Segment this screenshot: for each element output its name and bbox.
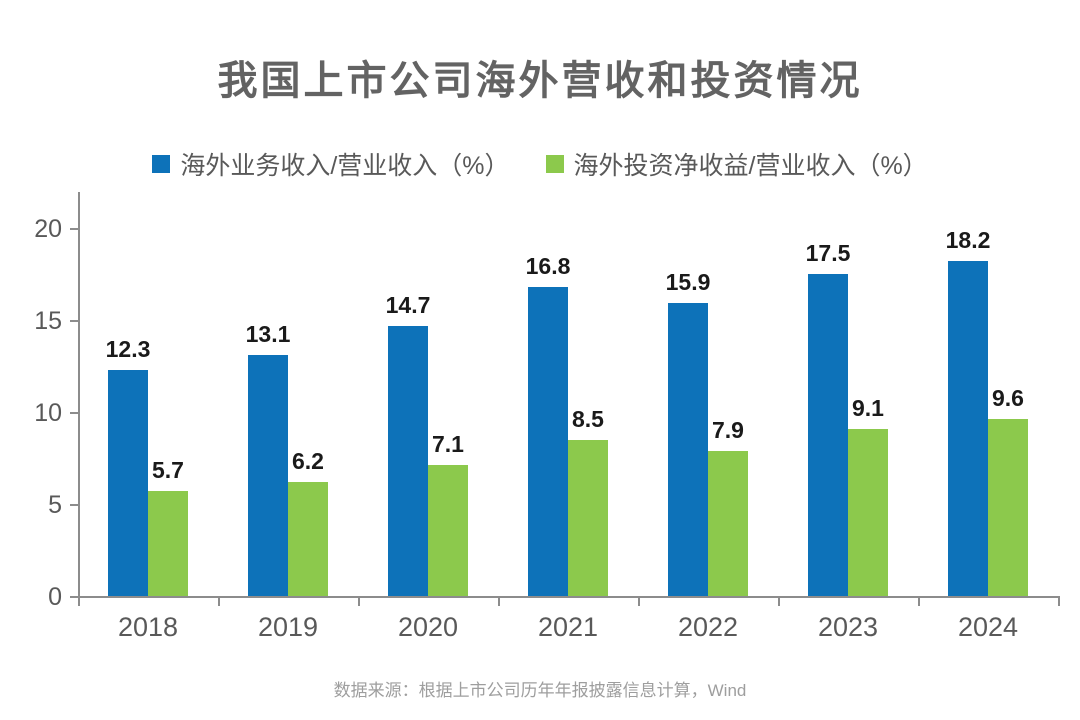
bar-blue-2020 [388, 325, 428, 596]
bar-value-green-2022: 7.9 [712, 416, 744, 443]
bar-green-2024 [988, 419, 1028, 596]
x-axis-line [78, 596, 1060, 598]
y-axis-tick [70, 228, 78, 230]
x-axis-tick [78, 598, 80, 606]
bar-value-blue-2018: 12.3 [105, 335, 151, 362]
x-axis-label-2020: 2020 [397, 612, 459, 642]
bar-value-blue-2020: 14.7 [385, 291, 431, 318]
bar-value-green-2019: 6.2 [292, 447, 324, 474]
x-axis-tick [778, 598, 780, 606]
bar-green-2022 [708, 450, 748, 596]
x-axis-tick [638, 598, 640, 606]
x-axis-tick [358, 598, 360, 606]
bar-value-blue-2023: 17.5 [805, 240, 851, 266]
y-axis-tick [70, 504, 78, 506]
y-axis-line [78, 192, 80, 598]
y-axis-tick-label: 0 [48, 583, 62, 611]
legend-item-overseas-revenue: 海外业务收入/营业收入（%） [152, 146, 510, 182]
y-axis-tick-label: 5 [48, 491, 62, 519]
y-axis-tick-label: 10 [34, 399, 62, 427]
bar-value-blue-2024: 18.2 [945, 227, 991, 254]
legend-item-overseas-investment: 海外投资净收益/营业收入（%） [545, 146, 928, 182]
bar-value-green-2023: 9.1 [852, 394, 884, 421]
x-axis-tick [498, 598, 500, 606]
y-axis-tick [70, 596, 78, 598]
bar-blue-2018 [108, 369, 148, 596]
legend-label-overseas-revenue: 海外业务收入/营业收入（%） [180, 152, 510, 180]
legend-swatch-green-icon [545, 155, 564, 173]
bar-blue-2023 [808, 274, 848, 596]
bar-green-2023 [848, 428, 888, 596]
bar-value-green-2021: 8.5 [572, 405, 604, 432]
bar-green-2018 [148, 491, 188, 596]
x-axis-tick [918, 598, 920, 606]
source-note: 数据来源：根据上市公司历年年报披露信息计算，Wind [333, 681, 747, 700]
bar-value-green-2020: 7.1 [432, 431, 464, 458]
y-axis-tick [70, 320, 78, 322]
bar-green-2020 [428, 465, 468, 596]
x-axis-label-2021: 2021 [537, 612, 599, 642]
bar-value-blue-2021: 16.8 [525, 252, 571, 279]
x-axis-tick [1058, 598, 1060, 606]
legend-swatch-blue-icon [152, 155, 171, 173]
x-axis-label-2024: 2024 [957, 612, 1019, 642]
bar-value-green-2018: 5.7 [152, 457, 184, 484]
bar-value-blue-2019: 13.1 [245, 320, 291, 347]
bar-blue-2024 [948, 261, 988, 596]
legend: 海外业务收入/营业收入（%） 海外投资净收益/营业收入（%） [0, 146, 1080, 182]
bar-blue-2022 [668, 303, 708, 596]
bar-blue-2021 [528, 286, 568, 596]
bar-value-green-2024: 9.6 [992, 385, 1024, 412]
x-axis-label-2018: 2018 [117, 612, 179, 642]
chart-title: 我国上市公司海外营收和投资情况 [217, 59, 863, 103]
x-axis-label-2019: 2019 [257, 612, 319, 642]
bar-green-2019 [288, 481, 328, 596]
x-axis-label-2023: 2023 [817, 612, 879, 642]
y-axis-tick-label: 15 [34, 307, 62, 335]
bar-green-2021 [568, 439, 608, 596]
bar-blue-2019 [248, 354, 288, 596]
legend-label-overseas-investment: 海外投资净收益/营业收入（%） [573, 152, 928, 180]
x-axis-label-2022: 2022 [677, 612, 739, 642]
x-axis-tick [218, 598, 220, 606]
y-axis-tick [70, 412, 78, 414]
bar-value-blue-2022: 15.9 [665, 269, 711, 296]
y-axis-tick-label: 20 [34, 215, 62, 243]
